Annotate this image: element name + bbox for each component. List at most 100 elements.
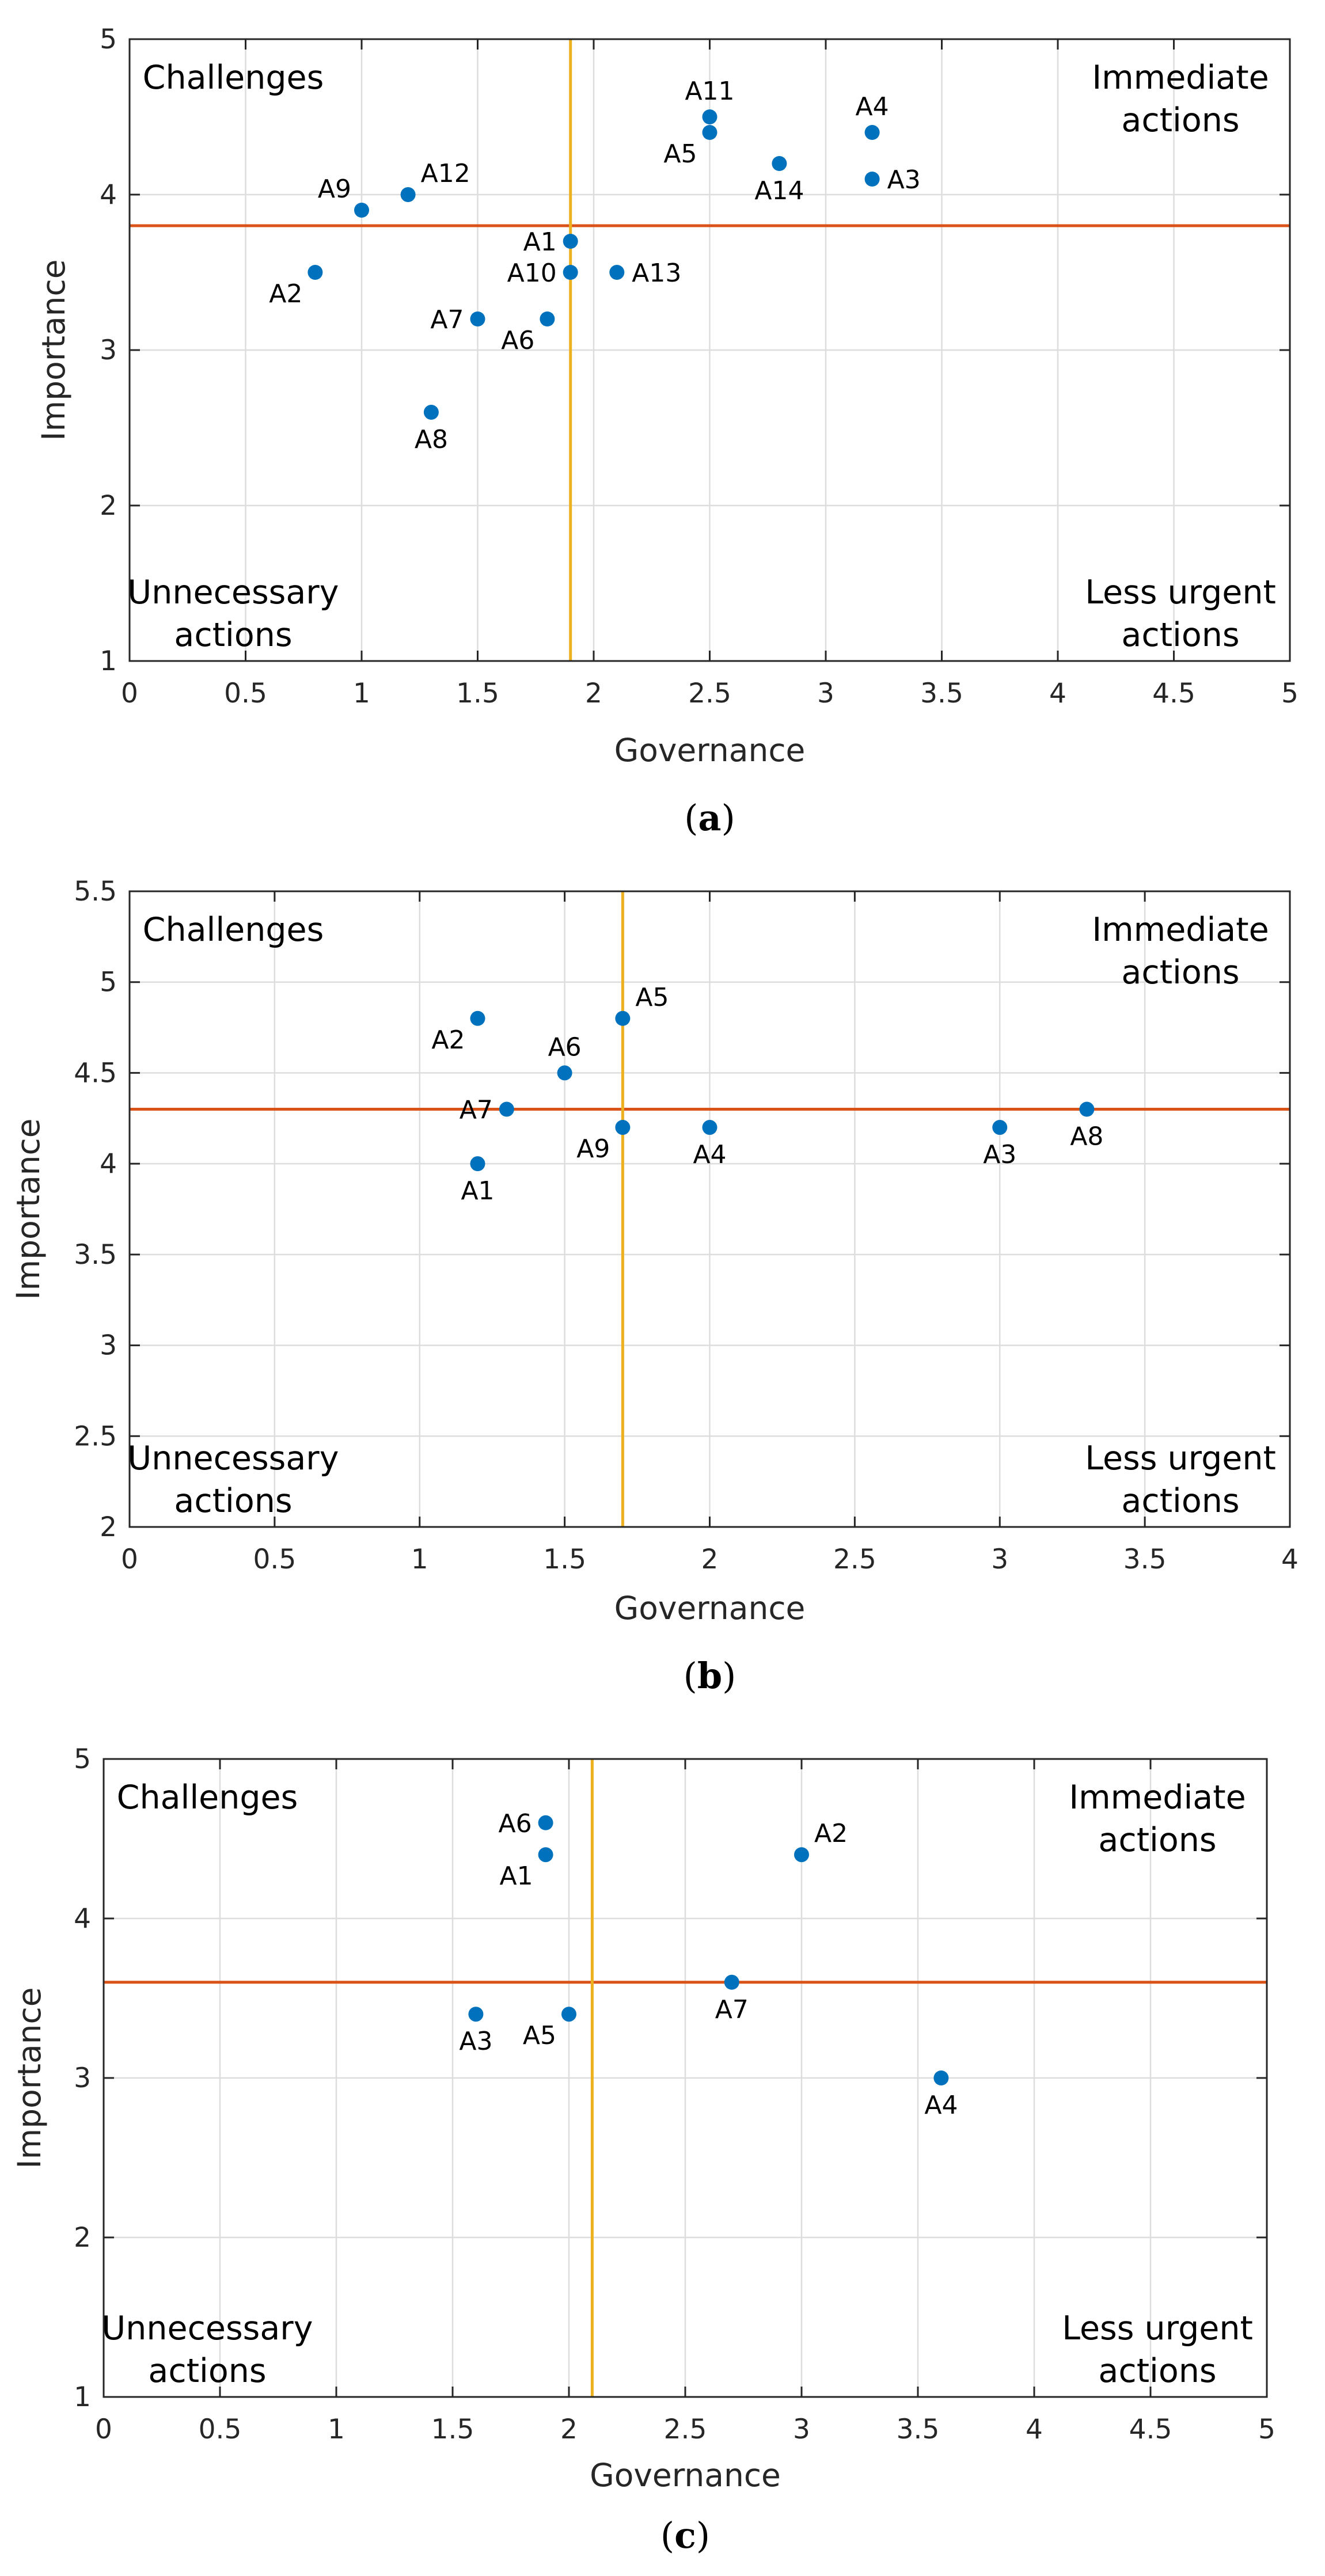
data-point-a13 [609,265,625,280]
data-point-a12 [400,187,416,202]
caption-open-paren: ( [684,797,698,839]
x-tick-label: 4 [1049,678,1066,709]
x-tick-label: 3.5 [897,2414,940,2445]
point-label-a3: A3 [983,1140,1016,1169]
caption-close-paren: ) [696,2514,710,2556]
point-label-a9: A9 [318,174,351,204]
x-tick-label: 3.5 [1123,1544,1167,1575]
quadrant-label-top-right: actions [1121,101,1239,139]
data-point-a2 [307,265,323,280]
point-label-a3: A3 [459,2027,492,2056]
x-tick-label: 2 [560,2414,578,2445]
data-point-a10 [563,265,578,280]
data-point-a5 [615,1010,631,1026]
point-label-a1: A1 [500,1861,533,1891]
point-label-a14: A14 [754,176,804,206]
chart-panel-b: 0 0.5 1 1.5 2 2.5 3 3.5 4 2 2.5 3 3.5 4 4.5 5 5.5 Governa… [10,876,1299,1697]
data-point-a7 [499,1101,514,1117]
chart-panel-a: 0 0.5 1 1.5 2 2.5 3 3.5 4 4.5 5 1 2 3 4 5 Governance Impo… [35,24,1299,839]
point-label-a6: A6 [499,1809,532,1838]
x-tick-label: 0.5 [253,1544,297,1575]
quadrant-label-top-right: Immediate [1092,59,1269,97]
x-tick-label: 0.5 [224,678,267,709]
data-point-a4 [933,2070,949,2085]
quadrant-label-bottom-left: Unnecessary [128,1439,339,1477]
x-axis-title: Governance [614,1590,806,1627]
quadrant-label-top-left: Challenges [143,911,324,949]
y-tick-label: 2 [74,2222,91,2254]
quadrant-label-bottom-right: actions [1121,616,1239,654]
panel-caption: (a) [684,797,735,839]
x-tick-label: 1.5 [456,678,499,709]
data-point-a1 [563,234,578,249]
quadrant-label-bottom-right: Less urgent [1062,2309,1253,2347]
x-tick-label: 2.5 [664,2414,707,2445]
y-tick-label: 5 [100,967,117,998]
caption-open-paren: ( [684,1655,697,1697]
y-tick-label: 3 [74,2062,91,2094]
data-point-a8 [1079,1101,1095,1117]
quadrant-label-bottom-right: Less urgent [1085,573,1276,611]
y-tick-label: 3 [100,335,117,366]
y-axis-title: Importance [35,259,72,440]
point-label-a7: A7 [715,1995,749,2024]
x-axis-title: Governance [590,2457,781,2494]
data-point-a1 [470,1156,485,1172]
point-label-a5: A5 [663,139,697,169]
quadrant-label-bottom-left: Unnecessary [102,2309,313,2347]
y-axis-title: Importance [11,1987,48,2168]
data-point-a2 [470,1010,485,1026]
data-point-a5 [561,2007,576,2022]
x-tick-label: 4 [1281,1544,1299,1575]
y-tick-label: 2 [100,1511,117,1543]
quadrant-label-top-left: Challenges [117,1779,298,1817]
y-tick-label: 5 [74,1743,91,1775]
data-point-a11 [702,109,717,124]
quadrant-label-top-left: Challenges [143,59,324,97]
point-label-a4: A4 [856,92,889,121]
point-label-a2: A2 [269,279,302,309]
y-tick-label: 4.5 [74,1057,117,1089]
x-tick-label: 3 [991,1544,1008,1575]
data-point-a6 [538,1815,553,1830]
panel-caption: (c) [660,2514,710,2556]
caption-letter: c [674,2514,696,2556]
x-tick-label: 5 [1258,2414,1275,2445]
caption-close-paren: ) [722,1655,736,1697]
point-label-a8: A8 [1070,1122,1103,1152]
y-tick-label: 3 [100,1330,117,1362]
y-tick-label: 3.5 [74,1239,117,1271]
data-point-a3 [468,2007,484,2022]
y-tick-label: 4 [100,179,117,211]
x-tick-label: 4.5 [1152,678,1195,709]
data-point-a1 [538,1847,553,1863]
y-tick-label: 5 [100,24,117,55]
quadrant-label-top-right: Immediate [1069,1779,1246,1817]
x-tick-label: 3.5 [920,678,963,709]
x-tick-label: 3 [793,2414,810,2445]
x-tick-label: 2.5 [833,1544,876,1575]
x-tick-label: 0.5 [199,2414,242,2445]
x-tick-label: 1 [411,1544,428,1575]
x-tick-label: 0 [121,1544,138,1575]
data-point-a4 [702,1120,717,1135]
data-point-a3 [992,1120,1008,1135]
point-label-a12: A12 [421,159,470,188]
point-label-a7: A7 [460,1096,493,1125]
y-tick-label: 2 [100,490,117,522]
caption-letter: b [697,1655,722,1697]
quadrant-label-bottom-left: Unnecessary [128,573,339,611]
quadrant-label-bottom-right: Less urgent [1085,1439,1276,1477]
quadrant-label-bottom-right: actions [1121,1482,1239,1520]
point-label-a2: A2 [814,1819,848,1848]
quadrant-label-top-right: actions [1121,953,1239,991]
point-label-a10: A10 [507,259,557,288]
y-axis-title: Importance [10,1118,47,1300]
quadrant-label-top-right: actions [1098,1821,1216,1859]
data-point-a2 [794,1847,809,1863]
data-point-a5 [702,125,717,140]
point-label-a4: A4 [924,2091,958,2120]
point-label-a8: A8 [415,425,448,454]
quadrant-label-bottom-left: actions [148,2352,266,2390]
